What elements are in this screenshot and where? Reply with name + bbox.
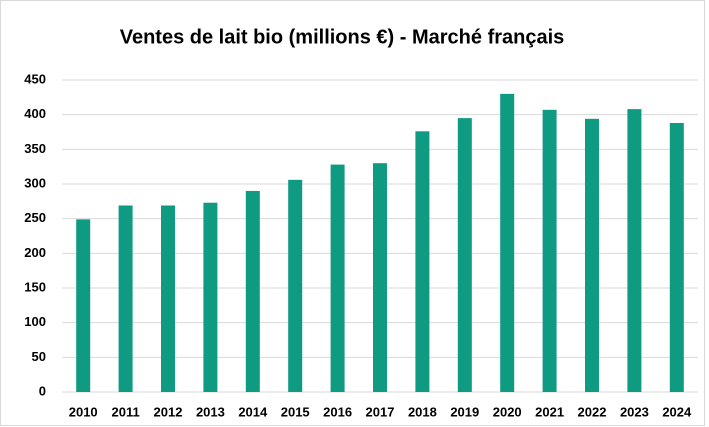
bar <box>542 109 557 393</box>
y-tick-label: 400 <box>24 106 46 121</box>
bar <box>585 118 599 393</box>
bar <box>457 118 472 392</box>
y-tick-label: 200 <box>24 245 46 260</box>
y-tick-label: 50 <box>32 349 46 364</box>
x-tick-label: 2013 <box>196 404 225 419</box>
x-tick-label: 2016 <box>323 404 352 419</box>
x-tick-label: 2020 <box>493 404 522 419</box>
bar <box>373 163 387 392</box>
x-tick-label: 2021 <box>535 404 564 419</box>
x-tick-label: 2011 <box>111 404 139 419</box>
y-tick-label: 0 <box>39 383 46 398</box>
x-tick-label: 2012 <box>154 404 183 419</box>
chart-title: Ventes de lait bio (millions €) - Marché… <box>120 26 565 48</box>
x-tick-label: 2014 <box>238 404 268 419</box>
x-tick-label: 2018 <box>408 404 437 419</box>
x-tick-label: 2017 <box>366 404 395 419</box>
y-tick-label: 150 <box>24 279 46 294</box>
bar <box>118 205 133 392</box>
bar <box>161 205 175 392</box>
y-tick-label: 300 <box>24 175 46 190</box>
y-tick-label: 450 <box>24 71 46 86</box>
bar <box>330 164 345 392</box>
y-tick-label: 250 <box>24 210 46 225</box>
bar <box>203 202 218 392</box>
y-tick-label: 100 <box>24 314 46 329</box>
bar <box>288 179 303 392</box>
bar <box>669 122 684 392</box>
x-tick-label: 2015 <box>281 404 310 419</box>
bar <box>76 219 91 392</box>
bar <box>415 131 430 392</box>
bar <box>500 93 515 392</box>
x-tick-label: 2023 <box>620 404 649 419</box>
bar <box>627 109 642 393</box>
y-tick-label: 350 <box>24 141 46 156</box>
x-tick-label: 2022 <box>578 404 607 419</box>
x-tick-label: 2010 <box>69 404 98 419</box>
bar <box>245 190 260 392</box>
x-tick-label: 2024 <box>662 404 692 419</box>
x-tick-label: 2019 <box>450 404 479 419</box>
